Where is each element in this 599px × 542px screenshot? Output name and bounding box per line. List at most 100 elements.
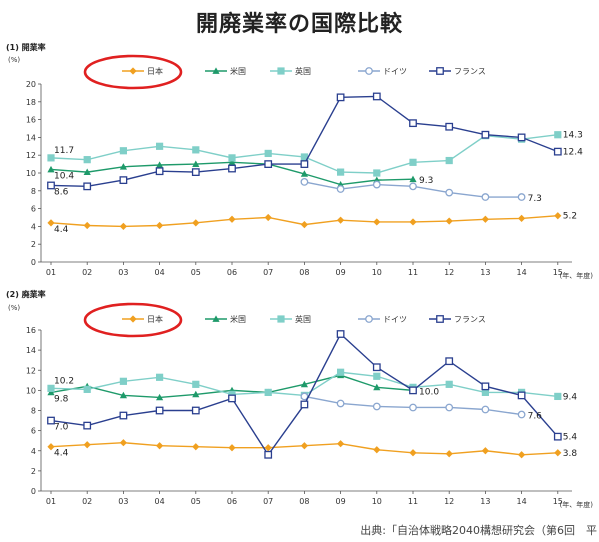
data-point [156,161,164,168]
data-point [156,393,164,401]
series-japan [47,212,562,230]
x-tick-label: 11 [408,268,418,277]
data-point [83,385,91,393]
data-point [554,449,562,457]
data-point [445,217,453,225]
data-point [337,216,345,224]
data-point [264,450,273,459]
data-point [192,443,200,451]
legend-marker [129,315,137,323]
data-label: 5.2 [563,212,577,222]
legend-label: 日本 [147,66,163,76]
data-point [83,182,92,191]
data-label: 4.4 [54,225,69,235]
data-point [517,193,526,201]
data-point [192,380,200,388]
y-tick-label: 20 [26,80,36,89]
data-point [481,215,489,223]
y-tick-label: 16 [26,116,36,125]
data-point [47,388,55,396]
x-tick-label: 06 [227,497,237,506]
legend-label: 米国 [230,66,246,76]
data-point [337,368,345,376]
y-tick-label: 2 [31,467,36,476]
y-axis-label: (%) [8,304,20,312]
data-point [554,212,562,220]
data-point [300,380,308,388]
legend-marker [436,315,444,323]
data-point [119,377,127,385]
series-germany [300,392,526,419]
x-tick-label: 04 [155,497,165,506]
data-point [47,416,55,425]
data-point [518,451,526,459]
data-point [554,392,562,401]
data-point [119,391,127,399]
data-point [445,450,453,458]
data-point [83,221,91,230]
x-tick-label: 07 [263,497,273,506]
x-tick-label: 12 [444,497,454,506]
x-tick-label: 14 [517,497,527,506]
y-tick-label: 12 [26,366,36,375]
data-point [300,221,308,229]
data-point [337,440,345,448]
data-point [300,160,309,168]
data-point [119,147,127,155]
legend-item-japan: 日本 [122,66,163,76]
x-tick-label: 04 [155,268,165,277]
y-tick-label: 6 [31,205,36,214]
legend-marker [212,315,220,322]
data-point [445,188,454,197]
data-point [47,219,55,227]
data-label: 3.8 [563,449,578,459]
data-point [518,214,526,222]
highlight-ellipse [83,54,183,90]
data-point [228,154,236,162]
data-point [119,163,127,170]
page-title: 開廃業率の国際比較 [195,12,403,37]
x-tick-label: 09 [336,497,346,506]
data-label: 7.3 [528,194,542,204]
data-point [517,391,526,400]
data-point [372,402,381,411]
legend-label: 日本 [147,314,163,324]
data-label: 9.8 [54,394,69,404]
data-point [228,158,236,166]
y-tick-label: 0 [31,258,36,267]
data-point [47,165,55,173]
legend-marker [277,315,285,323]
x-tick-label: 10 [372,497,382,506]
data-label: 10.4 [54,171,74,181]
x-tick-label: 09 [336,268,346,277]
data-label: 8.6 [54,187,69,197]
data-point [300,178,309,186]
data-point [119,411,128,420]
data-point [409,386,417,395]
x-tick-label: 10 [372,268,382,277]
data-point [553,432,562,441]
data-point [228,215,236,223]
data-point [554,131,562,139]
data-point [372,92,381,101]
data-point [264,388,272,396]
data-label: 9.3 [419,176,433,186]
data-label: 7.0 [54,423,69,433]
x-tick-label: 06 [227,268,237,277]
legend-item-germany: ドイツ [358,315,407,324]
x-tick-label: 13 [480,268,490,277]
data-point [372,180,381,189]
data-point [409,218,417,226]
panel-title: (2) 廃業率 [6,289,46,299]
data-point [373,218,381,226]
data-label: 9.4 [563,392,578,402]
data-point [481,388,489,396]
data-point [156,142,164,150]
data-point [83,441,91,449]
x-tick-label: 15 [553,268,563,277]
data-point [300,153,308,161]
series-japan [47,439,562,459]
data-label: 4.4 [54,449,69,459]
legend-marker [129,67,137,75]
